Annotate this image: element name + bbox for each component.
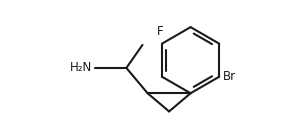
Text: H₂N: H₂N — [70, 61, 92, 74]
Text: Br: Br — [223, 70, 236, 83]
Text: F: F — [157, 25, 164, 38]
